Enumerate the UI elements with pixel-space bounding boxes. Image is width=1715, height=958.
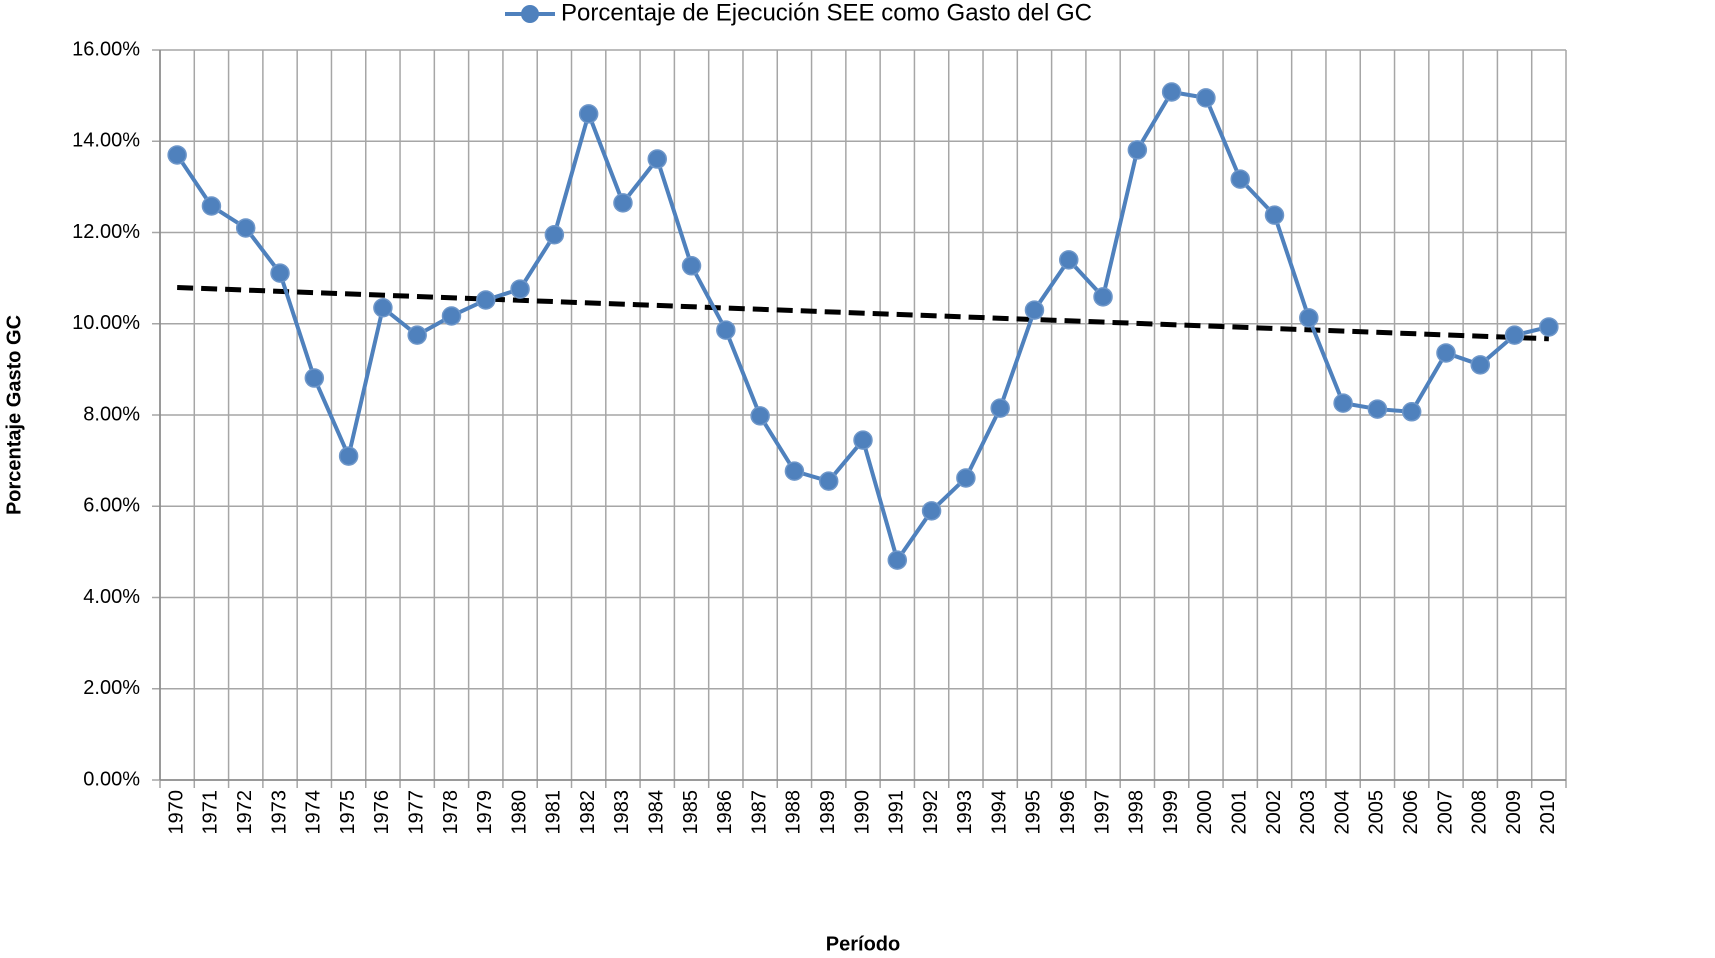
x-tick-label: 1982: [577, 790, 599, 835]
y-axis-label: Porcentaje Gasto GC: [3, 315, 25, 515]
data-point: [1299, 308, 1319, 328]
data-point: [1024, 300, 1045, 320]
x-tick-label: 1974: [303, 790, 325, 835]
x-tick-label: 2005: [1366, 790, 1388, 835]
data-point: [750, 406, 770, 426]
data-point: [1367, 399, 1388, 419]
y-tick-label: 2.00%: [83, 677, 140, 699]
data-point: [235, 218, 256, 238]
x-tick-label: 2003: [1297, 790, 1319, 835]
y-tick-label: 12.00%: [72, 221, 140, 243]
data-point: [1093, 287, 1113, 307]
x-tick-label: 1985: [680, 790, 702, 835]
x-tick-label: 1978: [440, 790, 462, 835]
data-point: [1161, 82, 1182, 102]
data-point: [476, 290, 496, 310]
x-tick-label: 2006: [1400, 790, 1422, 835]
y-tick-label: 0.00%: [83, 768, 140, 790]
x-tick-label: 1972: [234, 790, 256, 835]
data-point: [1504, 325, 1525, 345]
data-point: [647, 149, 667, 169]
trend-line: [177, 285, 1549, 342]
data-point: [613, 193, 633, 213]
data-point: [1539, 317, 1559, 337]
x-tick-label: 1995: [1023, 790, 1045, 835]
x-tick-label: 1991: [886, 790, 908, 835]
data-point: [544, 225, 565, 245]
data-point: [1196, 88, 1216, 108]
data-point: [510, 279, 530, 299]
x-tick-label: 1998: [1126, 790, 1148, 835]
y-tick-label: 8.00%: [83, 403, 140, 425]
data-point: [1470, 355, 1491, 375]
y-tick-label: 4.00%: [83, 586, 140, 608]
x-tick-label: 2008: [1469, 790, 1491, 835]
x-tick-label: 1970: [165, 790, 187, 835]
data-point: [853, 430, 873, 450]
data-point: [578, 104, 599, 124]
data-point: [1127, 140, 1148, 160]
x-tick-label: 1992: [920, 790, 942, 835]
x-tick-label: 1990: [851, 790, 873, 835]
x-tick-label: 2000: [1194, 790, 1216, 835]
y-tick-label: 14.00%: [72, 130, 140, 152]
data-point: [441, 306, 462, 326]
x-tick-label: 1981: [543, 790, 565, 835]
data-point: [1333, 393, 1353, 413]
data-point: [304, 368, 325, 388]
x-tick-label: 1996: [1057, 790, 1079, 835]
data-point: [818, 471, 839, 491]
y-tick-label: 10.00%: [72, 312, 140, 334]
x-tick-label: 1980: [508, 790, 530, 835]
data-point: [270, 263, 290, 283]
data-point: [921, 501, 942, 521]
x-tick-label: 2002: [1263, 790, 1285, 835]
x-tick-label: 1984: [646, 790, 668, 835]
data-point: [1230, 169, 1250, 189]
x-tick-label: 1986: [714, 790, 736, 835]
data-point: [784, 461, 805, 481]
data-point: [681, 256, 702, 276]
x-tick-label: 1988: [783, 790, 805, 835]
x-tick-label: 1976: [371, 790, 393, 835]
data-point: [990, 398, 1010, 418]
data-point: [716, 320, 736, 340]
x-tick-label: 1997: [1091, 790, 1113, 835]
x-tick-label: 1975: [337, 790, 359, 835]
x-tick-label: 2010: [1537, 790, 1559, 835]
x-tick-label: 1994: [988, 790, 1010, 835]
x-tick-label: 1999: [1160, 790, 1182, 835]
x-tick-label: 2001: [1229, 790, 1251, 835]
y-tick-label: 16.00%: [72, 38, 140, 60]
data-point: [167, 145, 187, 165]
data-point: [1264, 205, 1285, 225]
y-tick-label: 6.00%: [83, 495, 140, 517]
x-tick-label: 2007: [1434, 790, 1456, 835]
data-point: [1436, 343, 1456, 363]
x-tick-label: 1973: [268, 790, 290, 835]
data-point: [373, 298, 393, 318]
x-tick-label: 1993: [954, 790, 976, 835]
x-axis-label: Período: [826, 933, 900, 955]
x-tick-label: 1977: [405, 790, 427, 835]
data-point: [887, 550, 908, 570]
data-point: [407, 325, 427, 345]
x-tick-label: 1989: [817, 790, 839, 835]
x-tick-label: 2004: [1331, 790, 1353, 835]
data-point: [201, 196, 222, 216]
legend-marker: [521, 5, 539, 23]
x-tick-label: 2009: [1503, 790, 1525, 835]
x-tick-label: 1987: [748, 790, 770, 835]
data-point: [1059, 250, 1079, 270]
x-tick-label: 1979: [474, 790, 496, 835]
x-tick-label: 1971: [200, 790, 222, 835]
data-line: [175, 89, 1550, 563]
data-point: [338, 446, 359, 466]
data-point: [956, 468, 976, 488]
legend-label: Porcentaje de Ejecución SEE como Gasto d…: [561, 0, 1092, 26]
x-tick-label: 1983: [611, 790, 633, 835]
data-point: [1401, 402, 1422, 422]
